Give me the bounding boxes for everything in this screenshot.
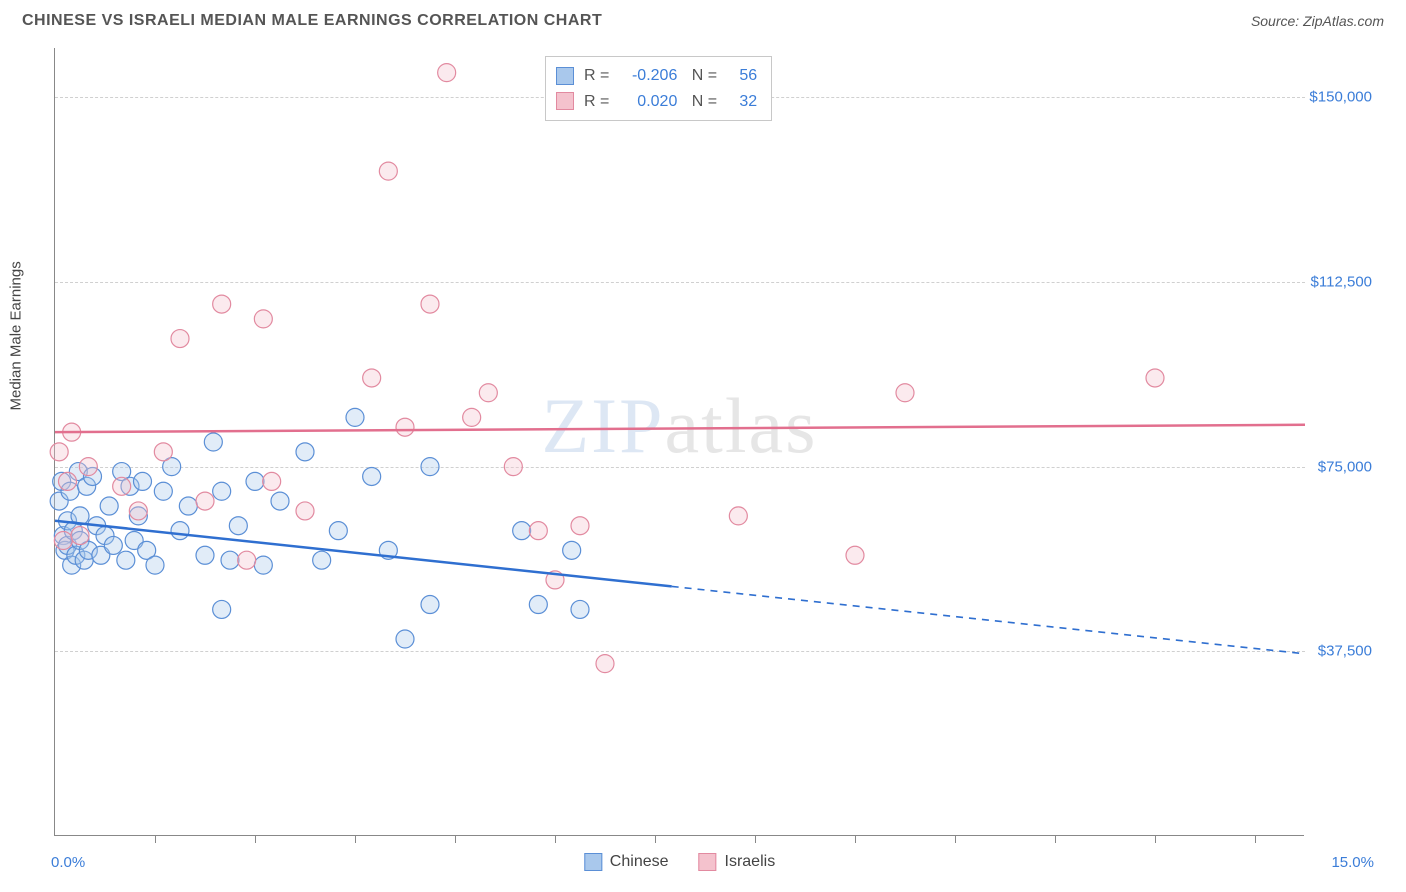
xtick [1155, 835, 1156, 843]
scatter-point [263, 472, 281, 490]
scatter-point [54, 532, 72, 550]
scatter-point [571, 600, 589, 618]
scatter-point [513, 522, 531, 540]
stats-legend: R = -0.206 N = 56 R = 0.020 N = 32 [545, 56, 772, 121]
plot-svg [55, 48, 1305, 836]
scatter-point [246, 472, 264, 490]
header: CHINESE VS ISRAELI MEDIAN MALE EARNINGS … [0, 0, 1406, 38]
scatter-point [846, 546, 864, 564]
scatter-point [1146, 369, 1164, 387]
chart-container: Median Male Earnings ZIPatlas $37,500$75… [54, 48, 1374, 836]
scatter-point [213, 295, 231, 313]
scatter-point [296, 502, 314, 520]
scatter-point [171, 330, 189, 348]
scatter-point [117, 551, 135, 569]
scatter-point [100, 497, 118, 515]
xaxis-min-label: 0.0% [51, 854, 85, 871]
ytick-label: $37,500 [1308, 643, 1372, 660]
scatter-point [134, 472, 152, 490]
scatter-point [479, 384, 497, 402]
scatter-point [254, 310, 272, 328]
legend-item-chinese: Chinese [584, 853, 669, 871]
scatter-point [271, 492, 289, 510]
plot-area: ZIPatlas $37,500$75,000$112,500$150,000 … [54, 48, 1304, 836]
xtick [655, 835, 656, 843]
scatter-point [463, 408, 481, 426]
ytick-label: $75,000 [1308, 458, 1372, 475]
scatter-point [329, 522, 347, 540]
stats-row-0: R = -0.206 N = 56 [556, 63, 757, 89]
ytick-label: $150,000 [1308, 89, 1372, 106]
xtick [1055, 835, 1056, 843]
stats-row-1: R = 0.020 N = 32 [556, 89, 757, 115]
scatter-point [421, 458, 439, 476]
xtick [455, 835, 456, 843]
xtick [255, 835, 256, 843]
scatter-point [563, 541, 581, 559]
scatter-point [196, 546, 214, 564]
scatter-point [313, 551, 331, 569]
xtick [155, 835, 156, 843]
scatter-point [79, 458, 97, 476]
yaxis-title: Median Male Earnings [8, 261, 25, 410]
legend-item-israelis: Israelis [699, 853, 776, 871]
scatter-point [363, 369, 381, 387]
scatter-point [196, 492, 214, 510]
scatter-point [896, 384, 914, 402]
scatter-point [346, 408, 364, 426]
xaxis-max-label: 15.0% [1331, 854, 1374, 871]
scatter-point [213, 600, 231, 618]
chart-title: CHINESE VS ISRAELI MEDIAN MALE EARNINGS … [22, 12, 602, 30]
scatter-point [596, 655, 614, 673]
source-label: Source: ZipAtlas.com [1251, 13, 1384, 29]
swatch-chinese [556, 67, 574, 85]
scatter-point [421, 596, 439, 614]
xtick [555, 835, 556, 843]
scatter-point [71, 527, 89, 545]
legend-swatch-chinese [584, 853, 602, 871]
ytick-label: $112,500 [1308, 273, 1372, 290]
scatter-point [179, 497, 197, 515]
scatter-point [529, 596, 547, 614]
scatter-point [729, 507, 747, 525]
scatter-point [396, 418, 414, 436]
scatter-point [213, 482, 231, 500]
scatter-point [221, 551, 239, 569]
scatter-point [238, 551, 256, 569]
scatter-point [204, 433, 222, 451]
xtick [355, 835, 356, 843]
xtick [855, 835, 856, 843]
scatter-point [104, 536, 122, 554]
scatter-point [50, 443, 68, 461]
scatter-point [438, 64, 456, 82]
trendline-dashed [672, 586, 1305, 653]
scatter-point [504, 458, 522, 476]
scatter-point [146, 556, 164, 574]
scatter-point [229, 517, 247, 535]
scatter-point [421, 295, 439, 313]
bottom-legend: Chinese Israelis [584, 853, 775, 871]
xtick [955, 835, 956, 843]
scatter-point [113, 477, 131, 495]
legend-swatch-israelis [699, 853, 717, 871]
scatter-point [363, 467, 381, 485]
scatter-point [396, 630, 414, 648]
trendline-solid [55, 425, 1305, 432]
scatter-point [171, 522, 189, 540]
xtick [1255, 835, 1256, 843]
scatter-point [129, 502, 147, 520]
xtick [755, 835, 756, 843]
swatch-israelis [556, 92, 574, 110]
scatter-point [296, 443, 314, 461]
scatter-point [571, 517, 589, 535]
scatter-point [59, 472, 77, 490]
scatter-point [154, 482, 172, 500]
scatter-point [254, 556, 272, 574]
scatter-point [154, 443, 172, 461]
scatter-point [529, 522, 547, 540]
scatter-point [379, 162, 397, 180]
